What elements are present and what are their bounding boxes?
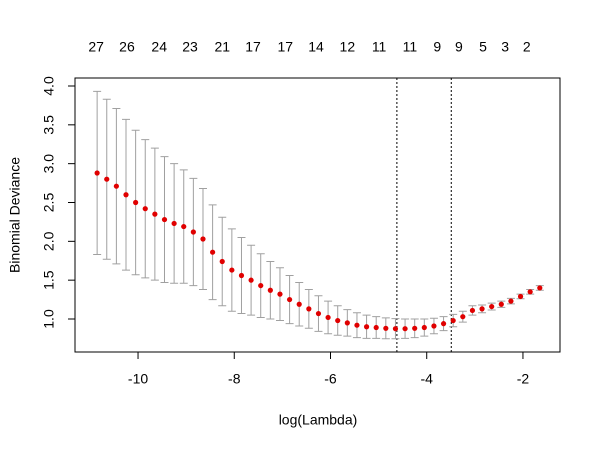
top-count-label: 23 bbox=[182, 39, 198, 55]
point bbox=[286, 296, 293, 303]
point bbox=[469, 307, 476, 314]
point bbox=[440, 321, 447, 327]
point bbox=[537, 285, 543, 291]
top-count-label: 12 bbox=[340, 39, 356, 55]
point bbox=[431, 323, 437, 329]
top-count-label: 11 bbox=[403, 39, 418, 55]
top-count-label: 2 bbox=[523, 39, 531, 55]
x-tick-label: -6 bbox=[324, 371, 337, 387]
point bbox=[200, 236, 206, 242]
point bbox=[171, 220, 177, 227]
point bbox=[354, 322, 360, 328]
top-count-label: 3 bbox=[501, 39, 509, 55]
y-tick-label: 2.0 bbox=[41, 231, 57, 251]
point bbox=[238, 272, 245, 279]
point bbox=[460, 314, 466, 320]
point bbox=[229, 267, 235, 273]
x-tick-label: -8 bbox=[228, 371, 241, 387]
point bbox=[363, 324, 370, 330]
y-tick-label: 1.5 bbox=[41, 270, 57, 290]
point bbox=[315, 310, 322, 317]
point bbox=[373, 324, 379, 331]
point bbox=[248, 277, 254, 283]
point bbox=[152, 211, 158, 217]
point bbox=[498, 301, 504, 307]
point bbox=[335, 317, 341, 324]
point bbox=[412, 325, 418, 331]
top-count-label: 11 bbox=[372, 39, 387, 55]
x-axis-label: log(Lambda) bbox=[279, 412, 358, 428]
y-tick-label: 1.0 bbox=[41, 309, 57, 329]
point bbox=[392, 326, 399, 332]
point bbox=[402, 326, 408, 332]
point bbox=[527, 289, 533, 295]
top-count-label: 9 bbox=[433, 39, 441, 55]
plot-frame bbox=[74, 77, 561, 353]
top-count-label: 17 bbox=[245, 39, 261, 55]
point bbox=[325, 314, 331, 321]
top-count-label: 26 bbox=[119, 39, 135, 55]
y-tick-label: 4.0 bbox=[41, 76, 57, 96]
point bbox=[113, 183, 119, 189]
x-tick-label: -2 bbox=[517, 371, 530, 387]
top-count-label: 9 bbox=[455, 39, 463, 55]
top-count-label: 24 bbox=[151, 39, 167, 55]
point bbox=[94, 170, 100, 176]
point bbox=[190, 229, 196, 235]
point bbox=[296, 301, 302, 307]
point bbox=[258, 282, 264, 289]
point bbox=[133, 199, 139, 206]
point bbox=[421, 324, 427, 331]
x-tick-label: -4 bbox=[420, 371, 433, 387]
top-count-label: 5 bbox=[479, 39, 487, 55]
point bbox=[181, 223, 187, 230]
point bbox=[344, 320, 350, 326]
point bbox=[104, 176, 110, 182]
top-count-label: 27 bbox=[88, 39, 104, 55]
y-tick-label: 2.5 bbox=[41, 193, 57, 213]
point bbox=[508, 298, 514, 304]
point bbox=[517, 293, 524, 300]
y-tick-label: 3.5 bbox=[41, 115, 57, 135]
y-axis-label: Binomial Deviance bbox=[7, 157, 23, 273]
point bbox=[142, 206, 148, 212]
point bbox=[383, 325, 389, 331]
x-tick-label: -10 bbox=[128, 371, 148, 387]
point bbox=[277, 291, 283, 297]
point bbox=[450, 317, 456, 324]
point bbox=[219, 258, 225, 265]
point bbox=[306, 306, 312, 312]
point bbox=[267, 287, 273, 293]
point bbox=[123, 192, 129, 198]
y-tick-label: 3.0 bbox=[41, 154, 57, 174]
top-count-label: 17 bbox=[277, 39, 293, 55]
point bbox=[210, 249, 216, 255]
point bbox=[161, 216, 168, 223]
point bbox=[489, 303, 495, 310]
top-count-label: 21 bbox=[214, 39, 230, 55]
top-count-label: 14 bbox=[308, 39, 324, 55]
point bbox=[479, 306, 485, 312]
